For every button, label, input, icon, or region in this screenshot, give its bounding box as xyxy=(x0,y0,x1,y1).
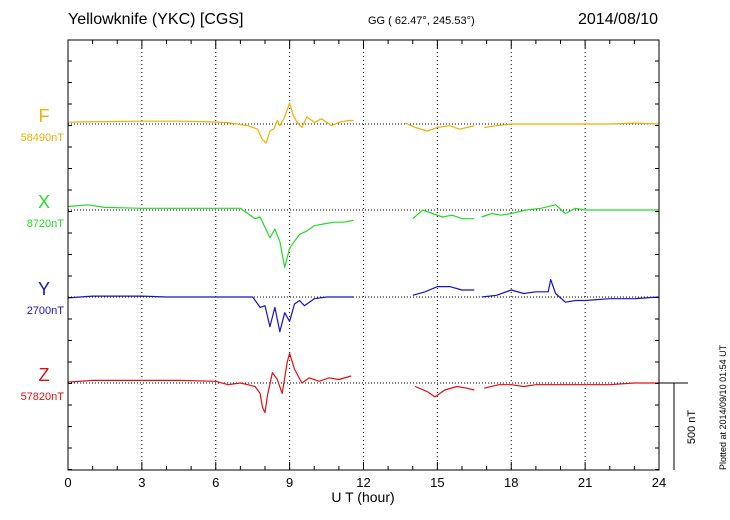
x-tick-label-12: 12 xyxy=(356,475,370,490)
x-tick-label-15: 15 xyxy=(430,475,444,490)
station-title: Yellowknife (YKC) [CGS] xyxy=(68,11,244,28)
x-tick-label-3: 3 xyxy=(138,475,145,490)
x-tick-label-24: 24 xyxy=(652,475,666,490)
series-F-line xyxy=(67,102,660,144)
series-Y-baseline-label: 2700nT xyxy=(27,305,65,317)
series-X-baseline-label: 8720nT xyxy=(27,218,65,230)
series-X-line xyxy=(67,204,659,268)
series-F-baseline-label: 58490nT xyxy=(21,132,65,144)
scale-bar: 500 nT xyxy=(659,382,698,470)
x-tick-label-9: 9 xyxy=(286,475,293,490)
x-tick-label-18: 18 xyxy=(504,475,518,490)
series-Z-name: Z xyxy=(39,365,50,385)
series-labels: F 58490nT X 8720nT Y 2700nT Z 57820nT xyxy=(21,106,65,403)
series-Z-line xyxy=(67,352,659,414)
x-tick-label-0: 0 xyxy=(64,475,71,490)
axis-ticks: 0 3 6 9 12 15 18 21 24 xyxy=(64,40,666,490)
series-Y-name: Y xyxy=(38,279,50,299)
series-Z-baseline-label: 57820nT xyxy=(21,391,65,403)
grid xyxy=(141,40,586,470)
x-axis-title: U T (hour) xyxy=(331,489,394,505)
x-tick-label-21: 21 xyxy=(578,475,592,490)
plot-date: 2014/08/10 xyxy=(578,11,659,28)
series-Y-line xyxy=(67,279,660,333)
scale-bar-label: 500 nT xyxy=(686,410,698,445)
series-layer xyxy=(67,102,660,414)
series-X-name: X xyxy=(38,192,50,212)
plotted-timestamp: Plotted at 2014/09/10 01:54 UT xyxy=(718,344,728,470)
station-coordinates: GG ( 62.47°, 245.53°) xyxy=(368,15,475,27)
series-F-name: F xyxy=(39,106,50,126)
x-tick-label-6: 6 xyxy=(212,475,219,490)
